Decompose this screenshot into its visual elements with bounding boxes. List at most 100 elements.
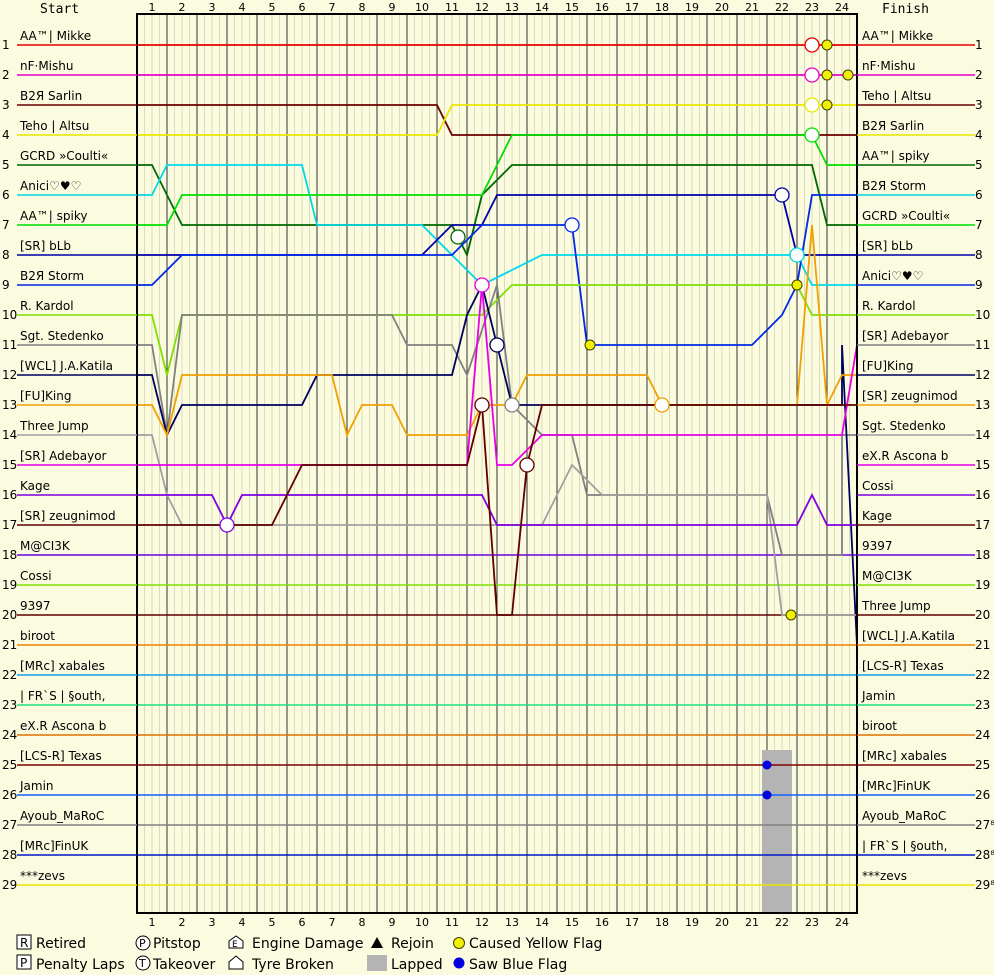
right-position-number: 4 — [975, 128, 983, 142]
legend-retired-label: Retired — [36, 936, 86, 952]
finish-driver-label: AA™| Mikke — [862, 29, 933, 43]
right-position-number: 2 — [975, 68, 983, 82]
start-driver-label: Kage — [20, 479, 50, 493]
finish-driver-label: nF·Mishu — [862, 59, 915, 73]
start-driver-label: [SR] bLb — [20, 239, 71, 253]
start-driver-label: nF·Mishu — [20, 59, 73, 73]
finish-driver-label: Teho | Altsu — [861, 89, 931, 103]
right-position-number: 8 — [975, 248, 983, 262]
right-position-number: 26 — [975, 788, 990, 802]
x-tick-bottom: 3 — [209, 916, 216, 929]
x-tick-bottom: 21 — [745, 916, 759, 929]
left-position-number: 15 — [2, 458, 17, 472]
left-position-number: 9 — [2, 278, 10, 292]
pitstop-glyph: P — [139, 937, 146, 950]
right-position-number: 7 — [975, 218, 983, 232]
right-position-number: 17 — [975, 518, 990, 532]
right-position-number: 24 — [975, 728, 990, 742]
x-tick-top: 24 — [835, 1, 849, 14]
finish-driver-label: eX.R Ascona b — [862, 449, 948, 463]
left-position-number: 25 — [2, 758, 17, 772]
pitstop-marker — [219, 517, 235, 533]
pitstop-marker — [489, 337, 505, 353]
finish-driver-label: biroot — [862, 719, 897, 733]
x-tick-bottom: 14 — [535, 916, 549, 929]
finish-driver-label: Ayoub_MaRoC — [862, 809, 946, 823]
start-driver-label: Cossi — [20, 569, 52, 583]
start-driver-label: Teho | Altsu — [19, 119, 89, 133]
takeover-glyph: T — [138, 957, 146, 970]
right-position-number: 1 — [975, 38, 983, 52]
start-driver-label: biroot — [20, 629, 55, 643]
rejoin-icon — [371, 937, 383, 948]
x-tick-bottom: 15 — [565, 916, 579, 929]
start-driver-label: AA™| Mikke — [20, 29, 91, 43]
x-tick-bottom: 19 — [685, 916, 699, 929]
finish-driver-label: M@CI3K — [862, 569, 913, 583]
pitstop-marker — [804, 97, 820, 113]
x-tick-top: 11 — [445, 1, 459, 14]
left-position-number: 27 — [2, 818, 17, 832]
right-position-number: 19 — [975, 578, 990, 592]
grid: 1122334455667788991010111112121313141415… — [136, 1, 858, 929]
series-line — [137, 434, 857, 616]
start-driver-label: | FR`S | §outh, — [20, 689, 105, 703]
start-driver-label: AA™| spiky — [20, 209, 87, 223]
legend-tyre: Tyre Broken — [228, 955, 334, 973]
finish-driver-label: [MRc]FinUK — [862, 779, 931, 793]
left-position-number: 21 — [2, 638, 17, 652]
series-line — [137, 224, 857, 438]
start-header: Start — [40, 2, 79, 17]
penalty-icon — [16, 954, 32, 970]
pitstop-marker — [519, 457, 535, 473]
yellow-flag-marker — [821, 99, 833, 111]
retired-icon — [16, 934, 32, 950]
x-tick-top: 15 — [565, 1, 579, 14]
finish-driver-label: [MRc] xabales — [862, 749, 947, 763]
finish-driver-label: [WCL] J.A.Katila — [862, 629, 955, 643]
lapped-band — [762, 750, 792, 912]
left-position-number: 17 — [2, 518, 17, 532]
finish-driver-label: [SR] zeugnimod — [862, 389, 958, 403]
legend-lapped: Lapped — [367, 955, 443, 973]
start-driver-label: eX.R Ascona b — [20, 719, 106, 733]
legend-rejoin: Rejoin — [371, 936, 434, 952]
left-position-number: 8 — [2, 248, 10, 262]
x-tick-top: 7 — [329, 1, 336, 14]
lapped-icon — [367, 955, 387, 971]
start-driver-label: B2Я Sarlin — [20, 89, 82, 103]
x-tick-top: 6 — [299, 1, 306, 14]
pitstop-marker — [474, 397, 490, 413]
right-position-number: 28⁸ — [975, 848, 994, 862]
yellow-flag-marker — [785, 609, 797, 621]
start-driver-label: Ayoub_MaRoC — [20, 809, 104, 823]
finish-driver-label: Jamin — [861, 689, 896, 703]
x-tick-bottom: 16 — [595, 916, 609, 929]
finish-driver-label: B2Я Sarlin — [862, 119, 924, 133]
x-tick-bottom: 12 — [475, 916, 489, 929]
plot-frame — [136, 13, 858, 914]
finish-driver-label: [FU]King — [862, 359, 913, 373]
yellow-flag-marker — [791, 279, 803, 291]
engine-damage-icon — [228, 935, 244, 949]
finish-driver-label: AA™| spiky — [862, 149, 929, 163]
start-driver-label: GCRD »Coulti« — [20, 149, 108, 163]
left-position-number: 11 — [2, 338, 17, 352]
x-tick-top: 1 — [149, 1, 156, 14]
pitstop-marker — [504, 397, 520, 413]
right-position-number: 29⁸ — [975, 878, 994, 892]
tyre-broken-icon — [228, 955, 244, 970]
pitstop-marker — [774, 187, 790, 203]
pitstop-marker — [564, 217, 580, 233]
lapped-region — [762, 750, 792, 912]
x-tick-bottom: 24 — [835, 916, 849, 929]
left-position-number: 24 — [2, 728, 17, 742]
start-driver-label: B2Я Storm — [20, 269, 84, 283]
finish-driver-label: Anici♡♥♡ — [862, 269, 923, 283]
blue-flag-marker — [762, 760, 772, 770]
right-position-number: 11 — [975, 338, 990, 352]
right-position-number: 25 — [975, 758, 990, 772]
right-position-number: 13 — [975, 398, 990, 412]
x-tick-bottom: 6 — [299, 916, 306, 929]
x-tick-top: 13 — [505, 1, 519, 14]
